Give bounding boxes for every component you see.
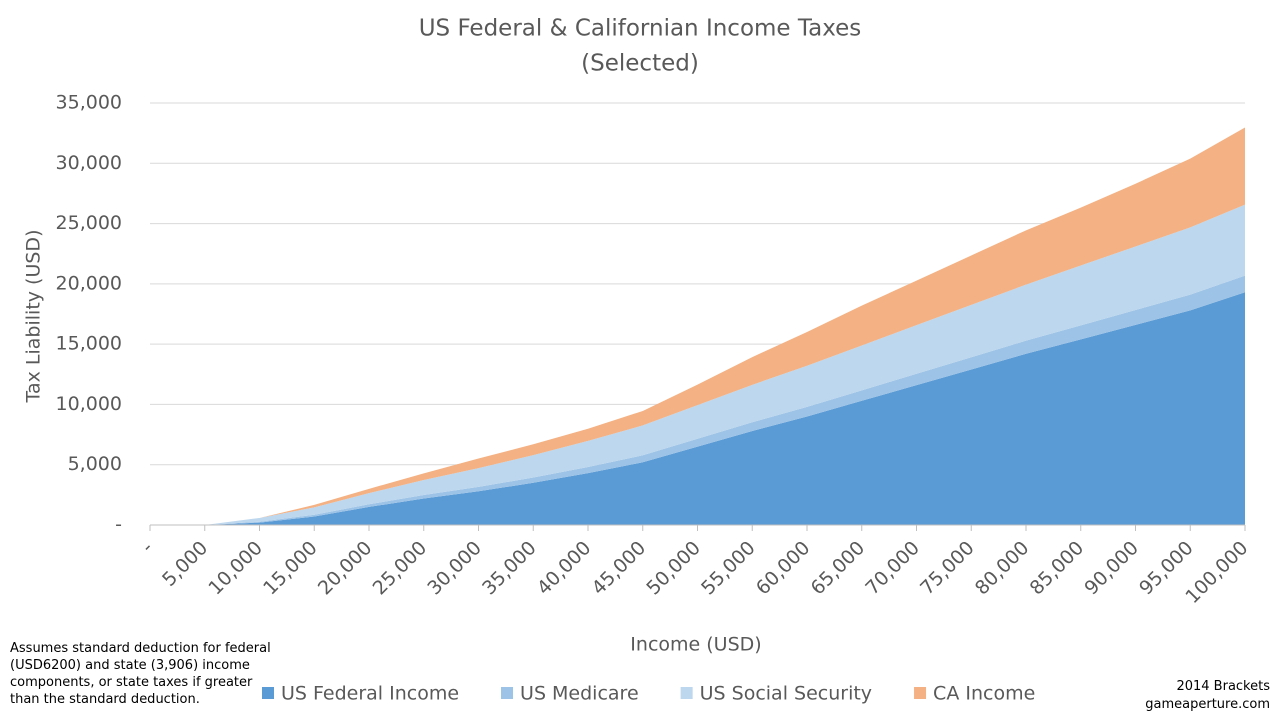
x-tick-label: 40,000 bbox=[533, 537, 596, 600]
x-tick-label: 35,000 bbox=[478, 537, 541, 600]
x-tick-label: 45,000 bbox=[588, 537, 651, 600]
x-tick-label: 20,000 bbox=[314, 537, 377, 600]
x-tick-label: 80,000 bbox=[971, 537, 1034, 600]
y-tick-label: 25,000 bbox=[56, 212, 122, 234]
x-tick-label: 75,000 bbox=[916, 537, 979, 600]
area bbox=[150, 292, 1245, 525]
y-tick-label: 10,000 bbox=[56, 393, 122, 415]
legend-label: CA Income bbox=[933, 683, 1035, 705]
y-tick-label: 35,000 bbox=[56, 92, 122, 114]
x-tick-label: - bbox=[137, 537, 157, 557]
x-tick-label: 55,000 bbox=[697, 537, 760, 600]
x-tick-label: 30,000 bbox=[423, 537, 486, 600]
x-tick-label: 50,000 bbox=[642, 537, 705, 600]
x-tick-label: 85,000 bbox=[1026, 537, 1089, 600]
credit-line: 2014 Brackets bbox=[1176, 679, 1270, 694]
y-tick-label: 15,000 bbox=[56, 333, 122, 355]
x-tick-label: 65,000 bbox=[807, 537, 870, 600]
y-tick-label: - bbox=[115, 514, 122, 536]
legend-swatch bbox=[680, 687, 693, 699]
y-tick-label: 5,000 bbox=[68, 453, 122, 475]
x-axis-title: Income (USD) bbox=[630, 634, 761, 656]
legend-label: US Social Security bbox=[700, 683, 872, 705]
x-tick-label: 60,000 bbox=[752, 537, 815, 600]
legend-label: US Medicare bbox=[520, 683, 639, 705]
y-tick-label: 20,000 bbox=[56, 272, 122, 294]
chart-title: US Federal & Californian Income Taxes bbox=[419, 16, 862, 42]
credit-line: gameaperture.com bbox=[1145, 697, 1270, 712]
legend-swatch bbox=[914, 687, 927, 699]
footnote: Assumes standard deduction for federal (… bbox=[10, 641, 271, 707]
legend-swatch bbox=[262, 687, 274, 699]
x-tick-label: 15,000 bbox=[259, 537, 322, 600]
credit: 2014 Brackets gameaperture.com bbox=[1145, 678, 1270, 714]
legend: US Federal Income US Medicare US Social Se… bbox=[262, 683, 1035, 705]
legend-swatch bbox=[501, 687, 514, 699]
y-axis-title: Tax Liability (USD) bbox=[23, 230, 45, 404]
y-tick-label: 30,000 bbox=[56, 152, 122, 174]
x-tick-label: 25,000 bbox=[369, 537, 432, 600]
x-tick-label: 90,000 bbox=[1080, 537, 1143, 600]
legend-label: US Federal Income bbox=[281, 683, 459, 705]
x-tick-label: 10,000 bbox=[204, 537, 267, 600]
chart-subtitle: (Selected) bbox=[581, 51, 699, 77]
x-tick-label: 70,000 bbox=[861, 537, 924, 600]
